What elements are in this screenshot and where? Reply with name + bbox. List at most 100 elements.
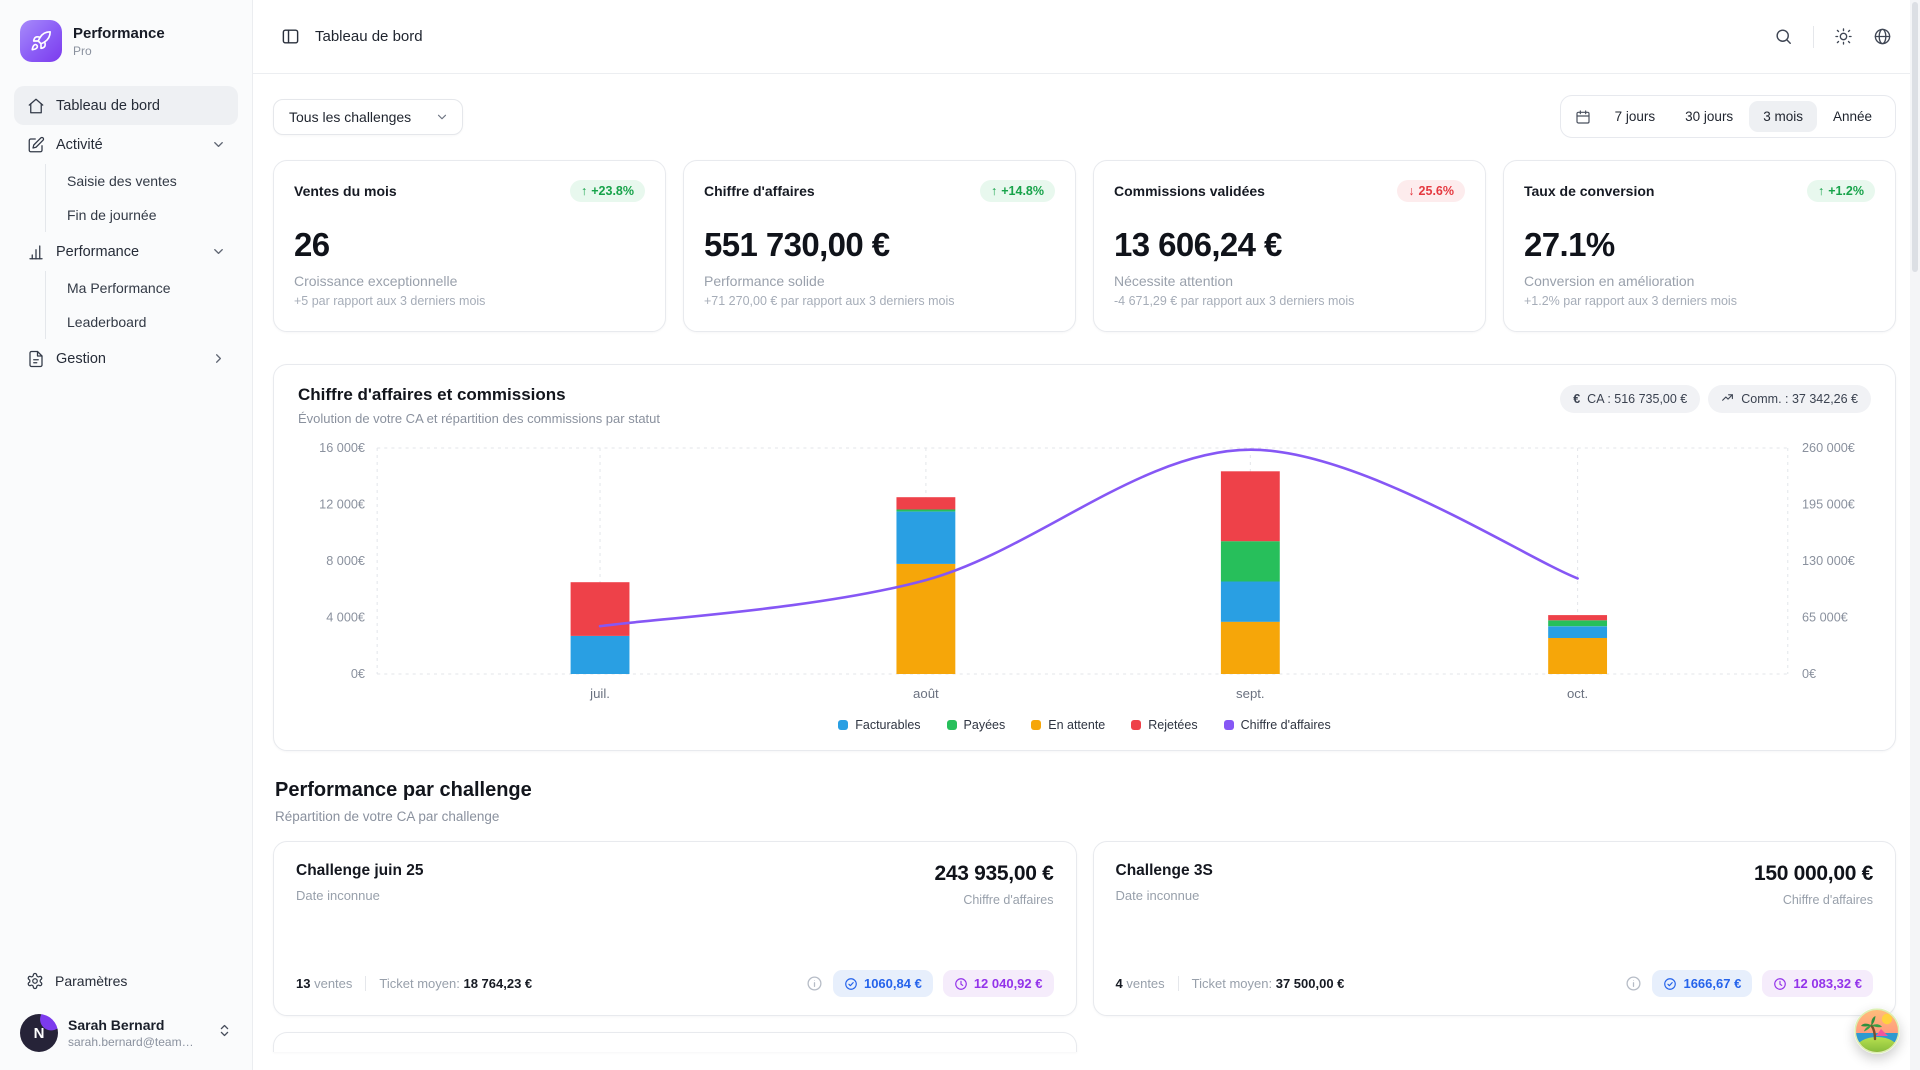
topbar-actions — [1774, 25, 1892, 48]
challenge-amount: 243 935,00 € — [934, 862, 1054, 885]
kpi-note: -4 671,29 € par rapport aux 3 derniers m… — [1114, 294, 1355, 308]
legend-item-chiffre-d-affaires[interactable]: Chiffre d'affaires — [1223, 718, 1331, 732]
kpi-trend-badge: ↑ +23.8% — [570, 180, 645, 202]
sidebar-item-fin-de-journee[interactable]: Fin de journée — [45, 198, 238, 232]
kpi-subtitle: Performance solide — [704, 273, 825, 289]
sidebar-item-label: Gestion — [56, 350, 106, 367]
chart-title: Chiffre d'affaires et commissions — [298, 385, 566, 404]
topbar-divider — [1813, 25, 1814, 48]
sidebar-item-performance[interactable]: Performance — [14, 232, 238, 271]
kpi-value: 26 — [294, 226, 330, 263]
kpi-card: Chiffre d'affaires ↑ +14.8% 551 730,00 €… — [683, 160, 1076, 332]
challenge-card[interactable]: Challenge 3S Date inconnue 150 000,00 € … — [1092, 841, 1896, 1016]
user-menu[interactable]: N Sarah Bernard sarah.bernard@team45... — [14, 1000, 238, 1052]
language-globe-icon[interactable] — [1873, 27, 1892, 46]
search-icon[interactable] — [1774, 27, 1793, 46]
legend-swatch — [946, 720, 957, 730]
challenge-card[interactable]: Challenge juin 25 Date inconnue 243 935,… — [273, 841, 1077, 1016]
legend-item-facturables[interactable]: Facturables — [838, 718, 921, 732]
info-icon[interactable] — [806, 975, 823, 992]
check-circle-icon — [1664, 977, 1677, 990]
sidebar-item-gestion[interactable]: Gestion — [14, 339, 238, 378]
info-icon[interactable] — [1625, 975, 1642, 992]
gear-icon — [26, 972, 44, 990]
challenge-stats: 13 ventes Ticket moyen: 18 764,23 € — [296, 976, 532, 991]
scrollbar-thumb[interactable] — [1912, 2, 1918, 272]
sidebar-item-saisie-des-ventes[interactable]: Saisie des ventes — [45, 164, 238, 198]
range-button-7-jours[interactable]: 7 jours — [1601, 101, 1670, 132]
challenge-date: Date inconnue — [1115, 888, 1200, 903]
theme-toggle-sun-icon[interactable] — [1834, 27, 1853, 46]
svg-text:8 000€: 8 000€ — [326, 554, 365, 568]
range-button-3-mois[interactable]: 3 mois — [1749, 101, 1817, 132]
challenge-section-header: Performance par challenge Répartition de… — [275, 779, 1896, 824]
sales-count: 13 ventes — [296, 976, 353, 991]
commissions-total-pill: Comm. : 37 342,26 € — [1708, 385, 1871, 413]
legend-item-en-attente[interactable]: En attente — [1031, 718, 1105, 732]
revenue-commissions-chart[interactable]: 16 000€ 12 000€ 8 000€ 4 000€ 0€ 260 000€ 195 … — [298, 438, 1871, 710]
sidebar-item-tableau-de-bord[interactable]: Tableau de bord — [14, 86, 238, 125]
kpi-card: Commissions validées ↓ 25.6% 13 606,24 €… — [1093, 160, 1486, 332]
kpi-title: Chiffre d'affaires — [704, 183, 815, 199]
kpi-subtitle: Conversion en amélioration — [1524, 273, 1695, 289]
kpi-card: Ventes du mois ↑ +23.8% 26 Croissance ex… — [273, 160, 666, 332]
sidebar-item-label: Ma Performance — [67, 280, 171, 296]
chart-subtitle: Évolution de votre CA et répartition des… — [298, 411, 661, 426]
validated-commission-pill: 1666,67 € — [1652, 970, 1753, 997]
svg-text:0€: 0€ — [1802, 667, 1816, 681]
challenge-filter-select[interactable]: Tous les challenges — [273, 98, 464, 135]
svg-text:12 000€: 12 000€ — [319, 498, 365, 512]
chart-icon — [26, 242, 45, 261]
divider — [1177, 976, 1179, 991]
kpi-trend-badge: ↑ +1.2% — [1806, 180, 1875, 202]
average-ticket: Ticket moyen: 37 500,00 € — [1191, 976, 1345, 991]
island-widget[interactable] — [1854, 1008, 1900, 1054]
legend-swatch — [1223, 720, 1234, 730]
kpi-value: 27.1% — [1524, 226, 1615, 263]
challenge-name: Challenge juin 25 — [296, 862, 424, 879]
divider — [365, 976, 367, 991]
chevrons-up-down-icon — [217, 1023, 232, 1043]
date-range-buttons: 7 jours 30 jours 3 mois Année — [1601, 101, 1886, 132]
sidebar-item-parametres[interactable]: Paramètres — [14, 962, 238, 1000]
validated-commission-pill: 1060,84 € — [832, 970, 933, 997]
challenge-date: Date inconnue — [296, 888, 380, 903]
svg-text:juil.: juil. — [589, 686, 610, 701]
sidebar-item-label: Saisie des ventes — [67, 173, 177, 189]
svg-text:0€: 0€ — [351, 667, 365, 681]
challenge-amount-label: Chiffre d'affaires — [963, 893, 1054, 907]
kpi-value: 13 606,24 € — [1114, 226, 1282, 263]
clock-icon — [1774, 977, 1787, 990]
range-button-année[interactable]: Année — [1819, 101, 1886, 132]
sidebar-item-activite[interactable]: Activité — [14, 125, 238, 164]
sidebar-item-label: Tableau de bord — [56, 97, 160, 114]
range-button-30-jours[interactable]: 30 jours — [1671, 101, 1747, 132]
trending-up-icon — [1721, 391, 1734, 407]
kpi-trend-badge: ↑ +14.8% — [980, 180, 1055, 202]
kpi-subtitle: Croissance exceptionnelle — [294, 273, 458, 289]
date-range-group: 7 jours 30 jours 3 mois Année — [1559, 95, 1896, 138]
chart-legend: Facturables Payées En attente Rejetées Chiff… — [298, 710, 1871, 738]
kpi-title: Ventes du mois — [294, 183, 397, 199]
sidebar-nav: Tableau de bord Activité Saisie des ventes… — [14, 86, 238, 378]
user-meta: Sarah Bernard sarah.bernard@team45... — [68, 1017, 196, 1049]
kpi-trend-badge: ↓ 25.6% — [1397, 180, 1465, 202]
ca-total-pill: € CA : 516 735,00 € — [1560, 385, 1701, 413]
sidebar-item-leaderboard[interactable]: Leaderboard — [45, 305, 238, 339]
kpi-value: 551 730,00 € — [704, 226, 890, 263]
doc-icon — [26, 349, 45, 368]
challenge-name: Challenge 3S — [1115, 862, 1213, 879]
main-area: Tableau de bord — [253, 0, 1920, 1070]
legend-item-pay-es[interactable]: Payées — [946, 718, 1005, 732]
rocket-icon — [20, 20, 62, 62]
sidebar-item-ma-performance[interactable]: Ma Performance — [45, 271, 238, 305]
sidebar-item-label: Performance — [56, 243, 140, 260]
legend-item-rejet-es[interactable]: Rejetées — [1131, 718, 1198, 732]
sidebar-toggle-icon[interactable] — [281, 27, 300, 46]
svg-text:4 000€: 4 000€ — [326, 611, 365, 625]
challenge-filter-value: Tous les challenges — [289, 108, 412, 125]
settings-label: Paramètres — [55, 973, 128, 989]
app-title: Performance — [73, 24, 165, 42]
kpi-note: +5 par rapport aux 3 derniers mois — [294, 294, 486, 308]
